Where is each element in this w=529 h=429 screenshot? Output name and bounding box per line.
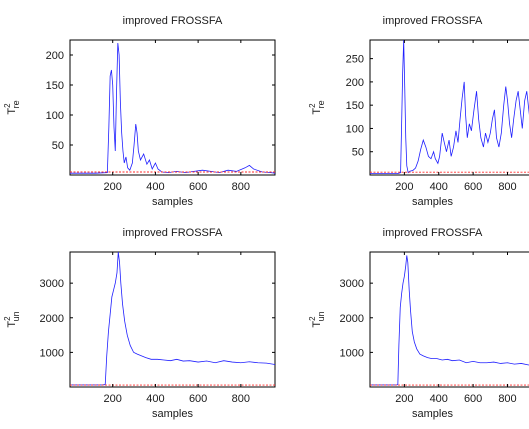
x-tick-label: 800: [232, 393, 250, 405]
x-axis-label: samples: [152, 408, 193, 420]
y-axis-label-text: T2un: [308, 311, 326, 327]
y-label-sub: un: [11, 311, 21, 321]
x-axis-label: samples: [412, 408, 453, 420]
chart-title: improved FROSSFA: [123, 227, 223, 239]
plot-frame: [369, 251, 529, 388]
y-label-sub: un: [316, 311, 326, 321]
y-axis-label: T2re: [308, 100, 326, 114]
plot-frame: [69, 251, 276, 388]
y-label-sup: 2: [3, 316, 12, 321]
y-label-sup: 2: [308, 103, 317, 108]
y-tick-label: 200: [46, 50, 64, 62]
y-label-base: T: [311, 321, 323, 328]
y-tick-label: 150: [346, 100, 364, 112]
y-tick-label: 100: [46, 110, 64, 122]
y-label-base: T: [311, 108, 323, 115]
x-tick-label: 200: [395, 181, 413, 193]
x-tick-label: 600: [464, 393, 482, 405]
chart-title: improved FROSSFA: [383, 227, 483, 239]
y-tick-label: 1000: [40, 347, 64, 359]
plot-frame: [69, 39, 276, 176]
y-tick-label: 200: [346, 77, 364, 89]
x-axis-label: samples: [152, 196, 193, 208]
x-tick-label: 200: [395, 393, 413, 405]
x-tick-label: 800: [498, 181, 516, 193]
plot-area: [70, 252, 275, 386]
plot-area: [70, 42, 275, 174]
y-tick-label: 100: [346, 123, 364, 135]
y-label-sup: 2: [308, 316, 317, 321]
y-axis-label-text: T2re: [308, 100, 326, 114]
y-axis-label-text: T2un: [3, 311, 21, 327]
y-label-base: T: [6, 108, 18, 115]
y-tick-label: 50: [52, 140, 64, 152]
y-tick-label: 1000: [340, 347, 364, 359]
x-tick-label: 800: [232, 181, 250, 193]
x-tick-label: 400: [430, 181, 448, 193]
chart-title: improved FROSSFA: [383, 15, 483, 27]
y-axis-label: T2un: [308, 311, 326, 327]
y-tick-label: 2000: [340, 313, 364, 325]
x-tick-label: 400: [146, 181, 164, 193]
y-label-base: T: [6, 321, 18, 328]
x-tick-label: 600: [189, 393, 207, 405]
y-axis-label: T2re: [3, 100, 21, 114]
x-tick-label: 600: [189, 181, 207, 193]
y-label-sup: 2: [3, 103, 12, 108]
x-axis-label: samples: [412, 196, 453, 208]
y-axis-label: T2un: [3, 311, 21, 327]
chart-panel-2: improved FROSSFA 200 400 600 800 50 100 150 200 2…: [308, 15, 529, 208]
plot-frame: [369, 39, 529, 176]
y-label-sub: re: [316, 100, 326, 108]
x-tick-label: 400: [146, 393, 164, 405]
chart-panel-3: improved FROSSFA 200 400 600 800 1000 2000 3000…: [3, 227, 276, 420]
series-line: [70, 252, 275, 386]
y-label-sub: re: [11, 100, 21, 108]
y-tick-label: 2000: [40, 313, 64, 325]
chart-title: improved FROSSFA: [123, 15, 223, 27]
y-tick-label: 250: [346, 54, 364, 66]
chart-panel-1: improved FROSSFA 200 400 600 800 50 100 150 200 s…: [3, 15, 276, 208]
x-tick-label: 200: [104, 393, 122, 405]
x-tick-label: 200: [104, 181, 122, 193]
y-tick-label: 3000: [40, 278, 64, 290]
x-tick-label: 600: [464, 181, 482, 193]
y-tick-label: 50: [352, 147, 364, 159]
chart-panel-4: improved FROSSFA 200 400 600 800 1000 2000 3000…: [308, 227, 529, 420]
x-tick-label: 400: [430, 393, 448, 405]
y-tick-label: 150: [46, 80, 64, 92]
y-tick-label: 3000: [340, 278, 364, 290]
y-axis-label-text: T2re: [3, 100, 21, 114]
x-tick-label: 800: [498, 393, 516, 405]
series-line: [370, 40, 529, 174]
series-line: [370, 255, 529, 386]
